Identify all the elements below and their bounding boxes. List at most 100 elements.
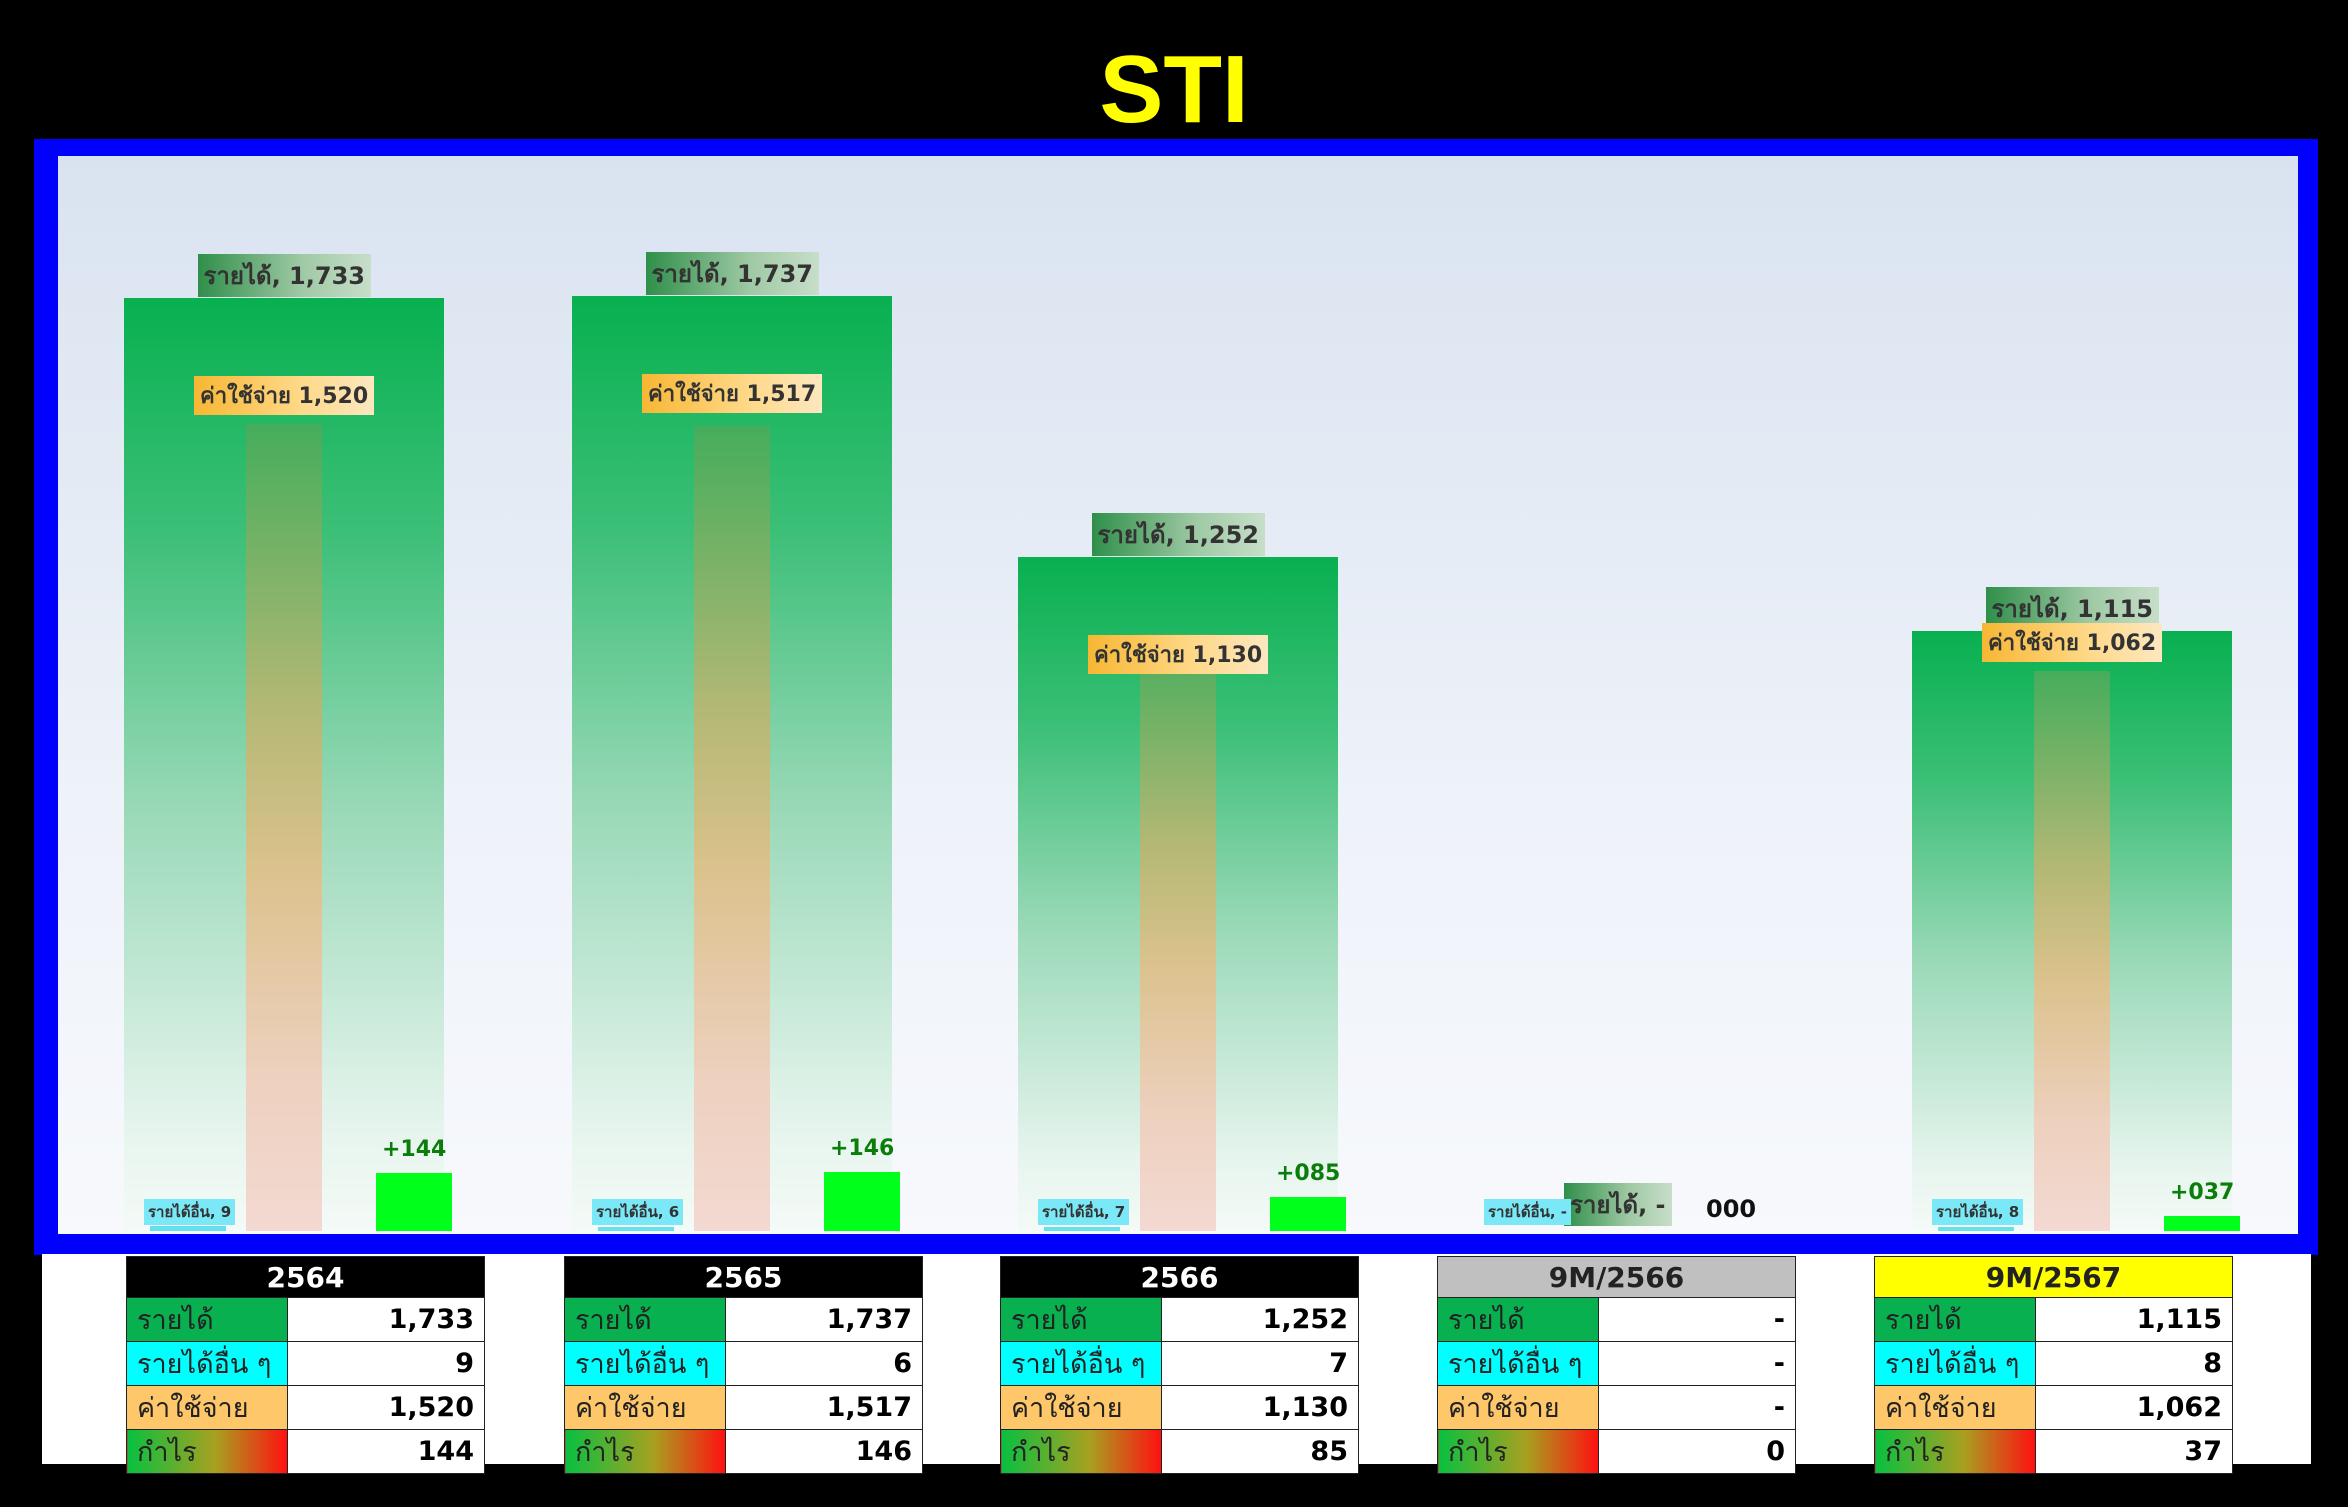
table-row: ค่าใช้จ่าย 1,062 xyxy=(1874,1385,2233,1430)
expense-label: ค่าใช้จ่าย 1,130 xyxy=(1088,634,1269,674)
row-value: 1,520 xyxy=(287,1385,485,1430)
row-label: รายได้ xyxy=(126,1297,288,1342)
other-income-label: รายได้อื่น, 6 xyxy=(592,1199,684,1225)
row-label: รายได้อื่น ๆ xyxy=(1000,1341,1162,1386)
row-label: รายได้อื่น ๆ xyxy=(1437,1341,1599,1386)
row-value: 1,252 xyxy=(1161,1297,1359,1342)
chart-title: STI xyxy=(1099,36,1249,143)
row-label: กำไร xyxy=(126,1429,288,1474)
other-income-label: รายได้อื่น, 7 xyxy=(1038,1199,1130,1225)
other-income-bar xyxy=(1044,1227,1120,1231)
row-value: 1,115 xyxy=(2035,1297,2233,1342)
other-income-label: รายได้อื่น, 9 xyxy=(144,1199,236,1225)
row-label: ค่าใช้จ่าย xyxy=(126,1385,288,1430)
profit-label: +144 xyxy=(382,1136,447,1162)
table-header: 9M/2567 xyxy=(1874,1256,2233,1298)
row-value: 1,737 xyxy=(725,1297,923,1342)
row-value: 37 xyxy=(2035,1429,2233,1474)
row-value: 1,062 xyxy=(2035,1385,2233,1430)
summary-table: 9M/2566 รายได้ - รายได้อื่น ๆ - ค่าใช้จ่าย - กำ… xyxy=(1437,1256,1796,1474)
row-label: ค่าใช้จ่าย xyxy=(564,1385,726,1430)
table-row: รายได้ 1,737 xyxy=(564,1297,923,1342)
table-row: ค่าใช้จ่าย 1,520 xyxy=(126,1385,485,1430)
row-value: - xyxy=(1598,1341,1796,1386)
table-row: รายได้ 1,252 xyxy=(1000,1297,1359,1342)
other-income-label: รายได้อื่น, - xyxy=(1484,1199,1571,1225)
row-label: กำไร xyxy=(564,1429,726,1474)
revenue-label: รายได้, 1,252 xyxy=(1091,512,1265,556)
row-value: 85 xyxy=(1161,1429,1359,1474)
row-value: 0 xyxy=(1598,1429,1796,1474)
row-label: รายได้อื่น ๆ xyxy=(564,1341,726,1386)
profit-bar xyxy=(376,1172,452,1231)
profit-label: +085 xyxy=(1276,1160,1341,1186)
profit-bar xyxy=(824,1171,900,1231)
summary-table: 9M/2567 รายได้ 1,115 รายได้อื่น ๆ 8 ค่าใช้จ่า… xyxy=(1874,1256,2233,1474)
table-row: ค่าใช้จ่าย - xyxy=(1437,1385,1796,1430)
table-row: กำไร 85 xyxy=(1000,1429,1359,1474)
expense-bar xyxy=(246,424,322,1231)
profit-label: +146 xyxy=(830,1135,895,1161)
row-value: 9 xyxy=(287,1341,485,1386)
other-income-bar xyxy=(150,1226,226,1231)
row-label: รายได้ xyxy=(564,1297,726,1342)
table-row: รายได้อื่น ๆ- xyxy=(1437,1341,1796,1386)
table-row: รายได้ - xyxy=(1437,1297,1796,1342)
row-value: 7 xyxy=(1161,1341,1359,1386)
table-header: 2565 xyxy=(564,1256,923,1298)
other-income-label: รายได้อื่น, 8 xyxy=(1932,1199,2024,1225)
summary-tables: 2564 รายได้ 1,733 รายได้อื่น ๆ 9 ค่าใช้จ่าย 1,… xyxy=(42,1254,2311,1474)
row-label: กำไร xyxy=(1437,1429,1599,1474)
summary-table: 2564 รายได้ 1,733 รายได้อื่น ๆ 9 ค่าใช้จ่าย 1,… xyxy=(126,1256,485,1474)
row-value: - xyxy=(1598,1297,1796,1342)
row-value: 1,733 xyxy=(287,1297,485,1342)
row-label: รายได้อื่น ๆ xyxy=(1874,1341,2036,1386)
row-value: - xyxy=(1598,1385,1796,1430)
row-value: 6 xyxy=(725,1341,923,1386)
revenue-label: รายได้, 1,115 xyxy=(1985,586,2159,630)
expense-bar xyxy=(694,426,770,1231)
expense-bar xyxy=(1140,634,1216,1231)
row-value: 8 xyxy=(2035,1341,2233,1386)
plot-area: รายได้, 1,733 ค่าใช้จ่าย 1,520 รายได้อื่น,… xyxy=(58,156,2298,1234)
other-income-bar xyxy=(1938,1226,2014,1231)
row-label: รายได้ xyxy=(1874,1297,2036,1342)
revenue-label: รายได้, 1,733 xyxy=(197,253,371,297)
table-row: รายได้ 1,733 xyxy=(126,1297,485,1342)
profit-label: +037 xyxy=(2170,1180,2235,1205)
profit-label: 000 xyxy=(1706,1195,1757,1223)
revenue-label: รายได้, - xyxy=(1564,1183,1672,1226)
table-row: ค่าใช้จ่าย 1,517 xyxy=(564,1385,923,1430)
table-row: กำไร 37 xyxy=(1874,1429,2233,1474)
expense-label: ค่าใช้จ่าย 1,517 xyxy=(642,373,823,413)
table-header: 2566 xyxy=(1000,1256,1359,1298)
row-label: กำไร xyxy=(1874,1429,2036,1474)
row-value: 1,130 xyxy=(1161,1385,1359,1430)
profit-bar xyxy=(1270,1196,1346,1231)
table-header: 2564 xyxy=(126,1256,485,1298)
row-label: ค่าใช้จ่าย xyxy=(1000,1385,1162,1430)
profit-bar xyxy=(2164,1216,2240,1231)
expense-bar xyxy=(2034,671,2110,1231)
row-label: ค่าใช้จ่าย xyxy=(1874,1385,2036,1430)
expense-label: ค่าใช้จ่าย 1,062 xyxy=(1982,622,2163,662)
table-row: กำไร 146 xyxy=(564,1429,923,1474)
row-value: 1,517 xyxy=(725,1385,923,1430)
row-value: 146 xyxy=(725,1429,923,1474)
row-label: กำไร xyxy=(1000,1429,1162,1474)
table-row: ค่าใช้จ่าย 1,130 xyxy=(1000,1385,1359,1430)
expense-label: ค่าใช้จ่าย 1,520 xyxy=(194,375,375,415)
table-row: กำไร 144 xyxy=(126,1429,485,1474)
summary-table: 2565 รายได้ 1,737 รายได้อื่น ๆ 6 ค่าใช้จ่าย 1,… xyxy=(564,1256,923,1474)
table-row: รายได้ 1,115 xyxy=(1874,1297,2233,1342)
table-header: 9M/2566 xyxy=(1437,1256,1796,1298)
row-value: 144 xyxy=(287,1429,485,1474)
revenue-label: รายได้, 1,737 xyxy=(645,251,819,295)
row-label: รายได้ xyxy=(1437,1297,1599,1342)
other-income-bar xyxy=(598,1227,674,1231)
row-label: ค่าใช้จ่าย xyxy=(1437,1385,1599,1430)
